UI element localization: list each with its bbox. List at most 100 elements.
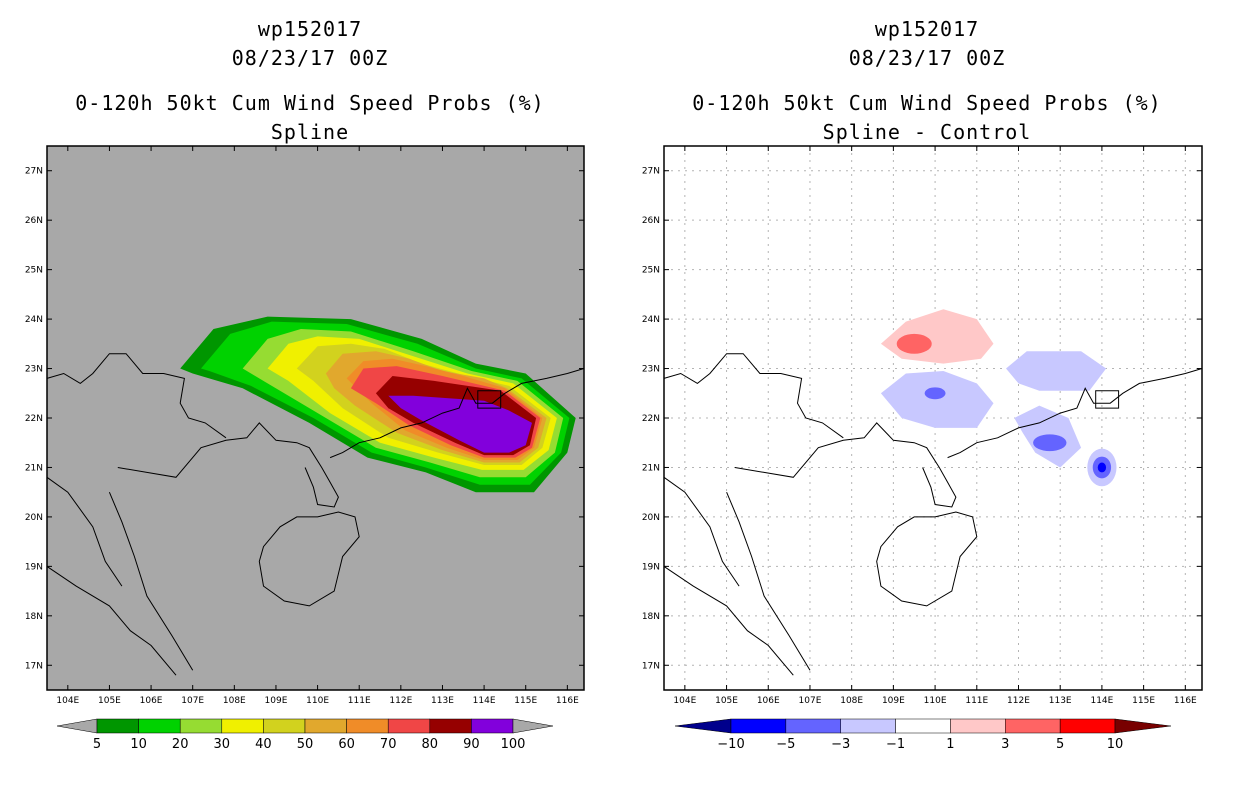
hainan-island: [258, 511, 360, 607]
colorbar-label: 100: [501, 737, 526, 752]
y-tick-label: 22N: [642, 414, 660, 424]
x-tick-label: 107E: [181, 696, 204, 706]
colorbar-label: 80: [422, 737, 439, 752]
x-tick-label: 113E: [1049, 696, 1072, 706]
diff-negative-1b: [1006, 351, 1107, 391]
coastline: [117, 422, 339, 508]
coastline: [46, 565, 177, 676]
colorbar-swatch: [221, 718, 264, 734]
colorbar-swatch: [730, 718, 787, 734]
y-tick-label: 27N: [25, 167, 43, 177]
colorbar-swatch: [179, 718, 223, 734]
y-tick-label: 26N: [25, 216, 43, 226]
colorbar-label: 30: [214, 737, 231, 752]
y-tick-label: 18N: [642, 612, 660, 622]
x-tick-label: 112E: [1007, 696, 1030, 706]
colorbar-label: 60: [338, 737, 355, 752]
colorbar-swatch: [1059, 718, 1116, 734]
x-tick-label: 108E: [223, 696, 246, 706]
right-subtitle: Spline - Control: [822, 120, 1032, 144]
colorbar-label: 3: [1001, 737, 1009, 752]
coastline: [734, 422, 957, 508]
hong-kong-box: [477, 390, 502, 409]
y-tick-label: 22N: [25, 414, 43, 424]
y-tick-label: 18N: [25, 612, 43, 622]
colorbar-swatch: [387, 718, 431, 734]
right-product-title: 0-120h 50kt Cum Wind Speed Probs (%): [692, 91, 1162, 115]
right-datetime: 08/23/17 00Z: [848, 46, 1006, 70]
colorbar-swatch: [138, 718, 181, 734]
x-tick-label: 105E: [715, 696, 738, 706]
x-tick-label: 105E: [98, 696, 121, 706]
x-tick-label: 110E: [306, 696, 329, 706]
left-subtitle: Spline: [270, 120, 350, 144]
y-tick-label: 20N: [25, 513, 43, 523]
diff-positive-3: [896, 333, 932, 354]
colorbar-extend-left: [674, 718, 732, 734]
coastline: [726, 492, 811, 671]
colorbar-swatch: [96, 718, 139, 734]
x-tick-label: 112E: [389, 696, 412, 706]
left-storm-id: wp152017: [257, 17, 363, 41]
colorbar-label: 90: [463, 737, 480, 752]
y-tick-label: 17N: [25, 661, 43, 671]
diff-negative-1a: [880, 371, 994, 428]
colorbar-swatch: [895, 718, 951, 734]
colorbar-label: 40: [255, 737, 272, 752]
coastline: [46, 476, 123, 587]
y-tick-label: 17N: [642, 661, 660, 671]
y-tick-label: 24N: [25, 315, 43, 325]
y-tick-label: 24N: [642, 315, 660, 325]
colorbar-label: 5: [1056, 737, 1064, 752]
hong-kong-box: [1095, 390, 1120, 409]
y-tick-label: 21N: [25, 463, 43, 473]
colorbar-label: 5: [93, 737, 101, 752]
colorbar-swatch: [840, 718, 896, 734]
x-tick-label: 104E: [673, 696, 696, 706]
x-tick-label: 110E: [924, 696, 947, 706]
x-tick-label: 108E: [840, 696, 863, 706]
coastline: [663, 565, 794, 676]
left-chart-title: wp152017 08/23/17 00Z: [10, 15, 610, 73]
y-tick-label: 19N: [25, 562, 43, 572]
colorbar-label: 10: [1107, 737, 1124, 752]
diff-negative-5d: [1097, 462, 1107, 473]
x-tick-label: 106E: [140, 696, 163, 706]
x-tick-label: 116E: [556, 696, 579, 706]
coastline: [46, 353, 227, 439]
y-tick-label: 25N: [25, 266, 43, 276]
coastline: [663, 476, 740, 587]
diff-negative-3a: [924, 387, 946, 400]
hainan-island: [876, 511, 978, 607]
colorbar-label: −3: [831, 737, 850, 752]
x-tick-label: 104E: [56, 696, 79, 706]
right-storm-id: wp152017: [874, 17, 980, 41]
colorbar-label: 70: [380, 737, 397, 752]
colorbar-extend-right: [512, 718, 554, 734]
left-datetime: 08/23/17 00Z: [231, 46, 389, 70]
left-product-title: 0-120h 50kt Cum Wind Speed Probs (%): [75, 91, 545, 115]
colorbar-label: 50: [297, 737, 314, 752]
colorbar-label: 10: [130, 737, 147, 752]
x-tick-label: 106E: [757, 696, 780, 706]
colorbar-label: 20: [172, 737, 189, 752]
y-tick-label: 23N: [642, 365, 660, 375]
colorbar-swatch: [950, 718, 1006, 734]
colorbar-swatch: [429, 718, 472, 734]
diff-negative-3c: [1033, 434, 1067, 452]
coastline: [329, 368, 585, 459]
x-tick-label: 113E: [431, 696, 454, 706]
colorbar-label: 1: [946, 737, 954, 752]
y-tick-label: 19N: [642, 562, 660, 572]
colorbar-extend-left: [56, 718, 98, 734]
y-tick-label: 27N: [642, 167, 660, 177]
colorbar-swatch: [471, 718, 514, 734]
x-tick-label: 116E: [1174, 696, 1197, 706]
colorbar-swatch: [304, 718, 347, 734]
coastline: [108, 492, 194, 671]
colorbar-swatch: [346, 718, 389, 734]
coastline: [947, 368, 1203, 459]
x-tick-label: 115E: [514, 696, 537, 706]
x-tick-label: 109E: [265, 696, 288, 706]
